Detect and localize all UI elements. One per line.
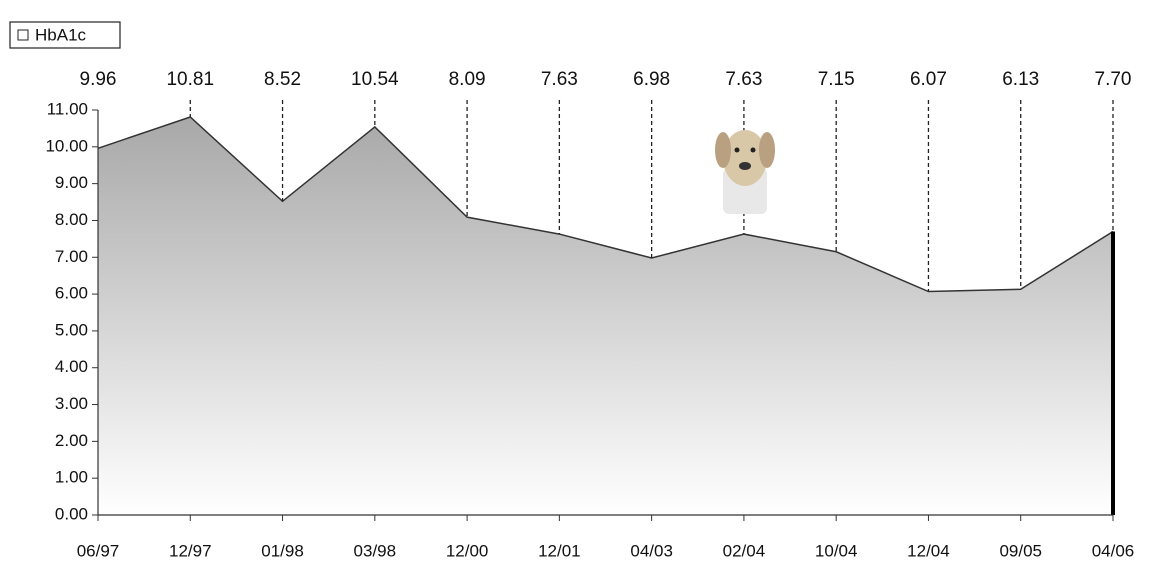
x-tick-label: 03/98 xyxy=(354,541,397,560)
y-tick-label: 4.00 xyxy=(55,357,88,376)
x-tick-label: 12/00 xyxy=(446,541,489,560)
y-tick-label: 9.00 xyxy=(55,173,88,192)
area-line xyxy=(97,116,1114,293)
y-tick-label: 0.00 xyxy=(55,504,88,523)
value-label: 6.07 xyxy=(910,69,947,90)
x-tick-label: 12/01 xyxy=(538,541,581,560)
value-label: 8.52 xyxy=(264,69,301,90)
value-label: 10.81 xyxy=(166,69,214,90)
x-tick-label: 10/04 xyxy=(815,541,858,560)
x-tick-label: 09/05 xyxy=(999,541,1042,560)
y-tick-label: 2.00 xyxy=(55,431,88,450)
value-label: 7.70 xyxy=(1095,69,1132,90)
x-tick-label: 02/04 xyxy=(723,541,766,560)
y-tick-label: 8.00 xyxy=(55,210,88,229)
legend-swatch xyxy=(17,29,29,41)
x-tick-label: 12/04 xyxy=(907,541,950,560)
value-label: 7.63 xyxy=(725,69,762,90)
y-tick-label: 7.00 xyxy=(55,247,88,266)
x-tick-label: 06/97 xyxy=(77,541,120,560)
y-tick-label: 3.00 xyxy=(55,394,88,413)
value-label: 6.98 xyxy=(633,69,670,90)
value-label: 7.63 xyxy=(541,69,578,90)
value-label: 8.09 xyxy=(449,69,486,90)
dog-icon xyxy=(715,130,775,214)
x-tick-label: 12/97 xyxy=(169,541,212,560)
y-tick-label: 6.00 xyxy=(55,284,88,303)
y-tick-label: 1.00 xyxy=(55,468,88,487)
x-tick-label: 04/03 xyxy=(630,541,673,560)
plot-area: 9.96 10.81 8.52 10.54 8.09 7.63 6.98 7.63 7.15 6.… xyxy=(45,69,1134,560)
area xyxy=(98,116,1113,515)
value-label: 10.54 xyxy=(351,69,399,90)
y-tick-label: 5.00 xyxy=(55,320,88,339)
value-label: 6.13 xyxy=(1002,69,1039,90)
value-label: 7.15 xyxy=(818,69,855,90)
y-tick-label: 10.00 xyxy=(45,136,88,155)
y-tick-label: 11.00 xyxy=(47,99,88,118)
x-tick-label: 01/98 xyxy=(261,541,304,560)
x-tick-label: 04/06 xyxy=(1092,541,1135,560)
legend-label: HbA1c xyxy=(35,25,87,44)
value-label: 9.96 xyxy=(80,69,117,90)
